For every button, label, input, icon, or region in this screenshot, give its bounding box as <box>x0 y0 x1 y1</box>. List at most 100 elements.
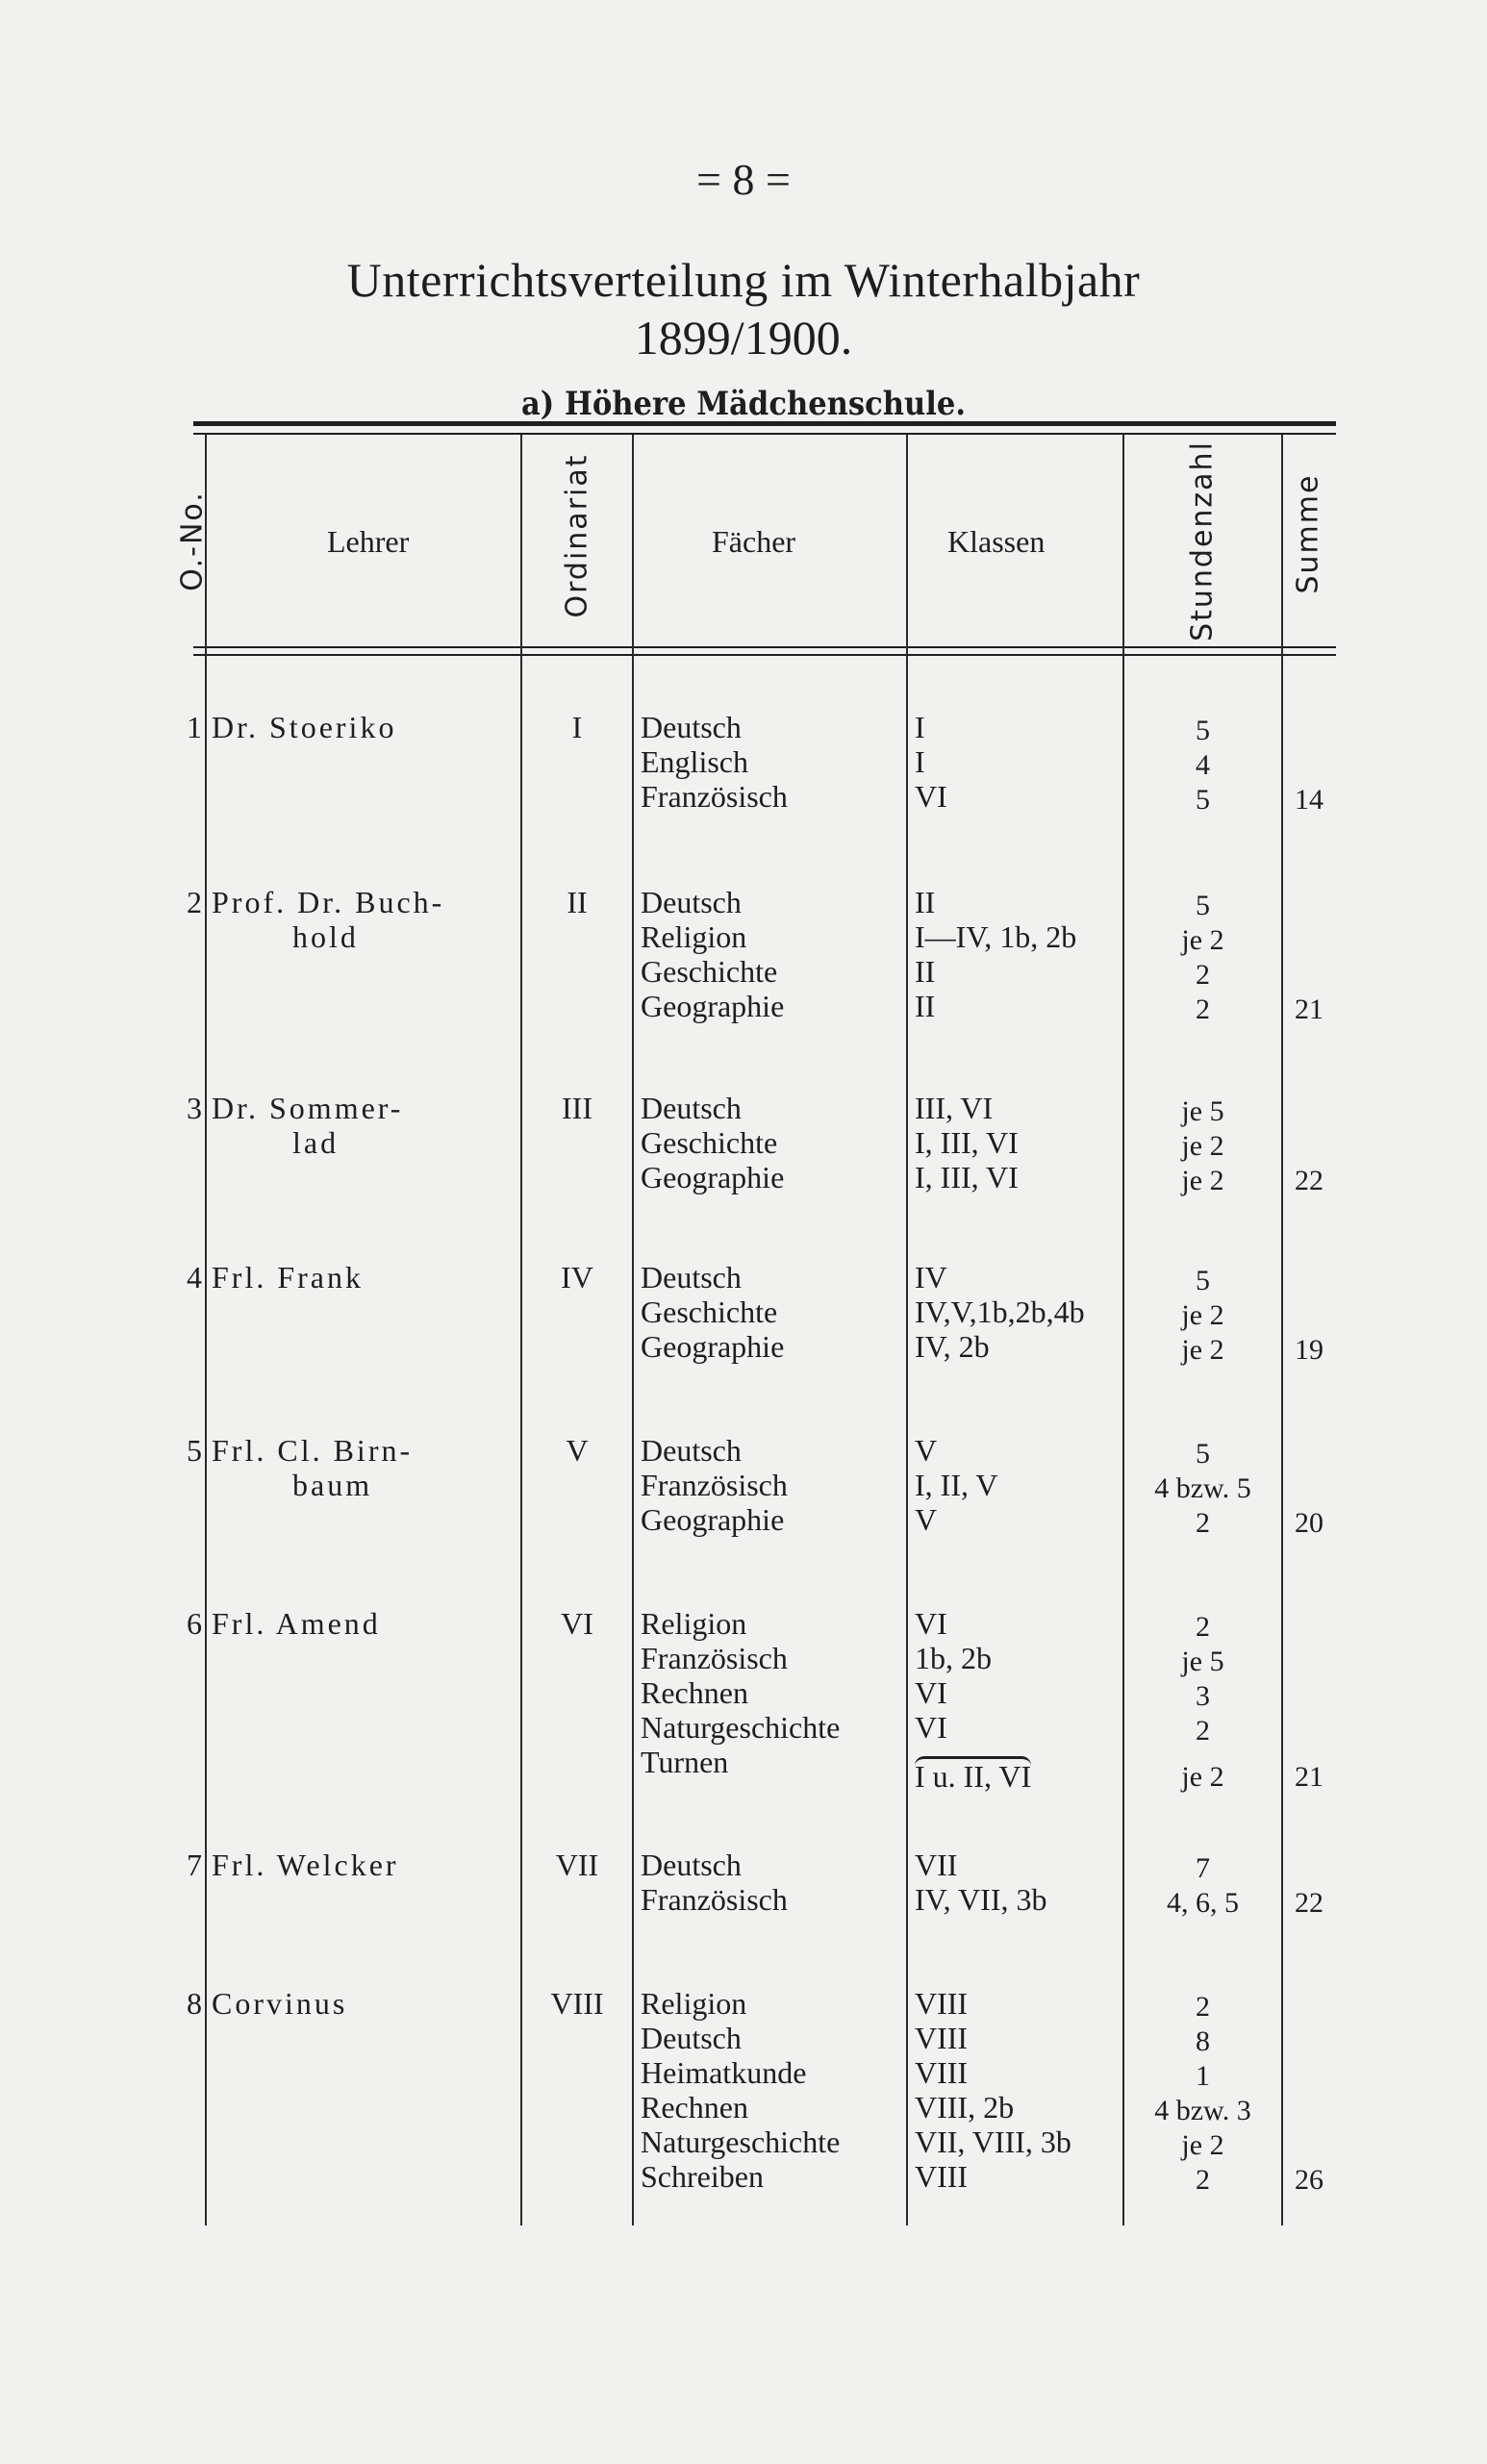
classes: IV <box>915 1260 947 1295</box>
header-rule-2 <box>193 654 1336 656</box>
hours: 3 <box>1196 1680 1210 1712</box>
total-hours: 21 <box>1295 993 1323 1025</box>
hours: 2 <box>1196 993 1210 1025</box>
ordinariat: II <box>567 885 588 919</box>
column-divider <box>1122 435 1124 2225</box>
subject: Naturgeschichte <box>641 1710 841 1745</box>
hours: je 5 <box>1181 1646 1224 1677</box>
classes: IV,V,1b,2b,4b <box>915 1295 1085 1329</box>
subject: Französisch <box>641 779 788 814</box>
subject: Deutsch <box>641 2021 742 2055</box>
subject: Geographie <box>641 1160 785 1194</box>
ordinariat: V <box>566 1433 589 1468</box>
hours: je 5 <box>1181 1095 1224 1127</box>
classes: III, VI <box>915 1091 994 1125</box>
row-number: 5 <box>187 1433 202 1468</box>
classes: VIII <box>915 2159 969 2194</box>
subject: Geschichte <box>641 954 778 989</box>
hours: je 2 <box>1181 1761 1224 1793</box>
subject: Religion <box>641 1606 747 1641</box>
classes: I, III, VI <box>915 1160 1019 1194</box>
subject: Geschichte <box>641 1125 778 1160</box>
hours: 4 <box>1196 749 1210 781</box>
classes: VII <box>915 1848 958 1882</box>
page-number: = 8 = <box>696 155 791 204</box>
classes: VI <box>915 779 947 814</box>
hours: 5 <box>1196 715 1210 746</box>
hours: 2 <box>1196 2164 1210 2196</box>
hours: 5 <box>1196 1265 1210 1296</box>
hours: 5 <box>1196 1438 1210 1470</box>
classes: I—IV, 1b, 2b <box>915 919 1077 954</box>
ordinariat: VII <box>555 1848 599 1882</box>
hours: 2 <box>1196 1991 1210 2023</box>
teacher-name: Frl. Cl. Birn- <box>212 1433 414 1468</box>
classes: VIII, 2b <box>915 2090 1015 2125</box>
total-hours: 14 <box>1295 784 1323 816</box>
total-hours: 22 <box>1295 1165 1323 1196</box>
total-hours: 26 <box>1295 2164 1323 2196</box>
classes: I <box>915 744 925 779</box>
classes: I <box>915 710 925 744</box>
hours: 2 <box>1196 959 1210 991</box>
header-summe: Summe <box>1291 473 1325 594</box>
total-hours: 21 <box>1295 1761 1323 1793</box>
hours: 2 <box>1196 1715 1210 1747</box>
hours: 2 <box>1196 1507 1210 1539</box>
teacher-name: Frl. Amend <box>212 1606 381 1641</box>
subject: Deutsch <box>641 1091 742 1125</box>
hours: je 2 <box>1181 1334 1224 1366</box>
classes: 1b, 2b <box>915 1641 992 1675</box>
subject: Deutsch <box>641 1848 742 1882</box>
hours: 4, 6, 5 <box>1167 1887 1239 1919</box>
classes: VII, VIII, 3b <box>915 2125 1071 2159</box>
teacher-name: Corvinus <box>212 1986 348 2021</box>
teacher-name: baum <box>292 1468 373 1502</box>
ordinariat: I <box>571 710 583 744</box>
row-number: 7 <box>187 1848 202 1882</box>
page-title: Unterrichtsverteilung im Winterhalbjahr <box>346 253 1141 307</box>
header-lehrer: Lehrer <box>327 524 410 559</box>
classes: VIII <box>915 1986 969 2021</box>
row-number: 8 <box>187 1986 202 2021</box>
header-rule-1 <box>193 646 1336 648</box>
hours: 4 bzw. 5 <box>1154 1472 1251 1504</box>
subject: Deutsch <box>641 885 742 919</box>
teacher-name: Prof. Dr. Buch- <box>212 885 445 919</box>
total-hours: 19 <box>1295 1334 1323 1366</box>
subject: Religion <box>641 919 747 954</box>
hours: 5 <box>1196 890 1210 921</box>
hours: je 2 <box>1181 1165 1224 1196</box>
classes: VI <box>915 1606 947 1641</box>
subject: Englisch <box>641 744 748 779</box>
classes: I, III, VI <box>915 1125 1019 1160</box>
row-number: 1 <box>187 710 202 744</box>
hours: 8 <box>1196 2025 1210 2057</box>
column-divider <box>205 435 207 2225</box>
subject: Geographie <box>641 1502 785 1537</box>
classes: II <box>915 954 936 989</box>
row-number: 2 <box>187 885 202 919</box>
top-thin-rule <box>193 433 1336 435</box>
header-no: O.-No. <box>175 490 210 591</box>
classes: II <box>915 989 936 1023</box>
header-faecher: Fächer <box>712 524 796 559</box>
classes: IV, 2b <box>915 1329 990 1364</box>
classes: VIII <box>915 2021 969 2055</box>
row-number: 3 <box>187 1091 202 1125</box>
subject: Deutsch <box>641 1433 742 1468</box>
header-klassen: Klassen <box>947 524 1046 559</box>
teacher-name: Dr. Stoeriko <box>212 710 397 744</box>
teacher-name: lad <box>292 1125 340 1160</box>
hours: 7 <box>1196 1852 1210 1884</box>
classes: VIII <box>915 2055 969 2090</box>
hours: je 2 <box>1181 1299 1224 1331</box>
classes: V <box>915 1433 938 1468</box>
ordinariat: VIII <box>550 1986 604 2021</box>
header-ordinariat: Ordinariat <box>560 453 594 618</box>
section-heading: a) Höhere Mädchenschule. <box>520 385 967 423</box>
subject: Geographie <box>641 1329 785 1364</box>
ordinariat: VI <box>561 1606 593 1641</box>
classes: VI <box>915 1710 947 1745</box>
column-divider <box>520 435 522 2225</box>
